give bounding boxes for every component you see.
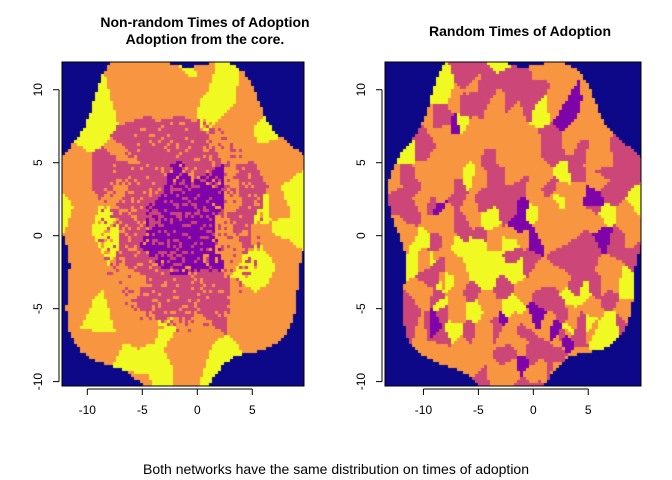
chart-1-title-line1: Non-random Times of Adoption: [100, 14, 310, 30]
y-tick-label: -10: [354, 373, 368, 391]
y-tick-label: 5: [31, 159, 45, 166]
y-tick-label: 0: [31, 232, 45, 239]
chart-1-title: Non-random Times of Adoption Adoption fr…: [40, 14, 370, 48]
y-tick-label: -5: [354, 303, 368, 314]
x-tick-label: 5: [249, 403, 256, 417]
x-tick-label: -10: [415, 403, 433, 417]
x-tick-label: -10: [79, 403, 97, 417]
chart-1-title-line2: Adoption from the core.: [125, 31, 285, 47]
x-tick-label: -5: [137, 403, 148, 417]
y-tick-label: 10: [31, 83, 45, 97]
y-tick-label: 10: [354, 83, 368, 97]
y-tick-label: 5: [354, 159, 368, 166]
y-tick-label: 0: [354, 232, 368, 239]
chart-2-title: Random Times of Adoption: [355, 23, 672, 40]
plot-frame-1: [61, 61, 305, 387]
y-tick-label: -5: [31, 303, 45, 314]
x-tick-label: 0: [194, 403, 201, 417]
x-tick-label: 0: [530, 403, 537, 417]
chart-2-title-line1: Random Times of Adoption: [429, 23, 611, 39]
x-tick-label: -5: [473, 403, 484, 417]
plot-frame-2: [384, 61, 642, 387]
x-tick-label: 5: [585, 403, 592, 417]
heatmap-nonrandom: [62, 62, 304, 386]
heatmap-random: [385, 62, 641, 386]
caption: Both networks have the same distribution…: [143, 461, 529, 477]
y-tick-label: -10: [31, 373, 45, 391]
